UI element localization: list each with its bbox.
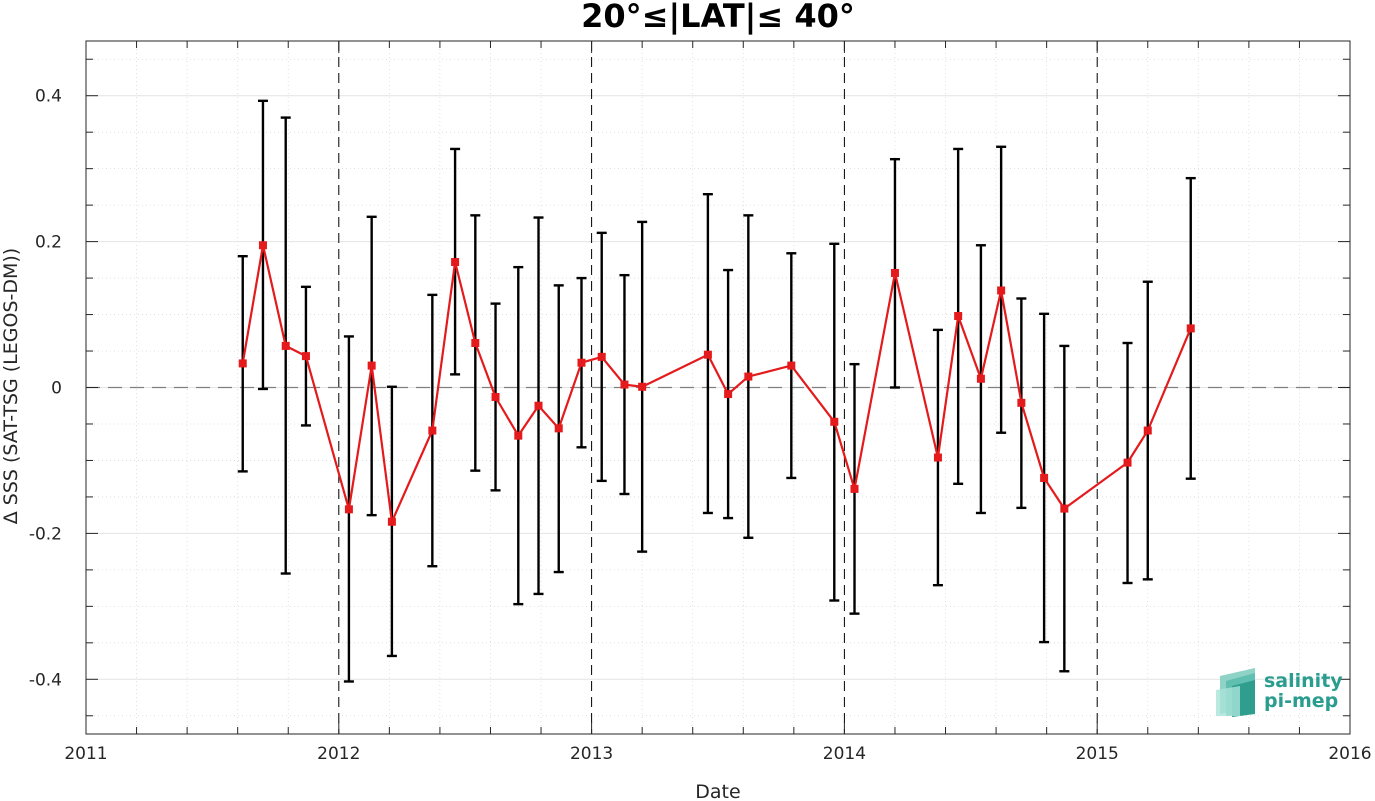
data-point [451,258,460,267]
logo-text-line2: pi-mep [1264,690,1338,712]
data-point [367,361,376,370]
y-tick-label: 0 [51,379,62,399]
y-tick-label: -0.4 [29,670,62,690]
data-point [703,350,712,359]
y-tick-label: 0.2 [35,233,62,253]
data-point [933,453,942,462]
y-axis-label: Δ SSS (SAT-TSG (LEGOS-DM)) [0,248,22,524]
data-point [1186,324,1195,333]
data-point [1017,398,1026,407]
data-point [954,312,963,321]
chart-title: 20°≤|LAT|≤ 40° [581,0,855,36]
data-point [1143,426,1152,435]
data-point [491,392,500,401]
x-tick-label: 2013 [570,744,613,764]
data-point [620,380,629,389]
x-tick-label: 2011 [64,744,107,764]
data-point [387,517,396,526]
data-point [976,374,985,383]
logo-wave-icon [1216,668,1255,717]
x-tick-label: 2014 [823,744,866,764]
x-axis-label: Date [695,781,740,801]
data-point [1040,473,1049,482]
y-tick-labels: -0.4 -0.2 0 0.2 0.4 [29,87,62,691]
minor-grid [86,41,1350,734]
data-point [344,505,353,514]
data-point [554,424,563,433]
data-point [787,361,796,370]
data-point [830,417,839,426]
salinity-pimep-logo: salinity pi-mep [1216,668,1343,717]
y-tick-label: 0.4 [35,87,62,107]
x-tick-label: 2012 [317,744,360,764]
major-grid [86,95,1350,680]
x-tick-label: 2016 [1328,744,1371,764]
data-point [1060,504,1069,513]
data-point [534,401,543,410]
data-point [997,286,1006,295]
data-point [744,372,753,381]
data-point [258,241,267,250]
y-tick-label: -0.2 [29,524,62,544]
x-tick-labels: 2011 2012 2013 2014 2015 2016 [64,744,1371,764]
data-point [428,426,437,435]
data-point [890,268,899,277]
data-point [724,390,733,399]
data-point [301,352,310,361]
data-point [638,382,647,391]
data-point [577,358,586,367]
data-point [471,339,480,348]
axis-ticks [85,41,1351,734]
x-tick-label: 2015 [1076,744,1119,764]
data-point [281,341,290,350]
data-point [514,431,523,440]
series-markers [238,241,1195,526]
year-divider-lines [338,41,1098,734]
data-point [238,359,247,368]
data-point [1123,458,1132,467]
logo-text-line1: salinity [1264,670,1343,692]
data-point [850,484,859,493]
data-point [597,352,606,361]
